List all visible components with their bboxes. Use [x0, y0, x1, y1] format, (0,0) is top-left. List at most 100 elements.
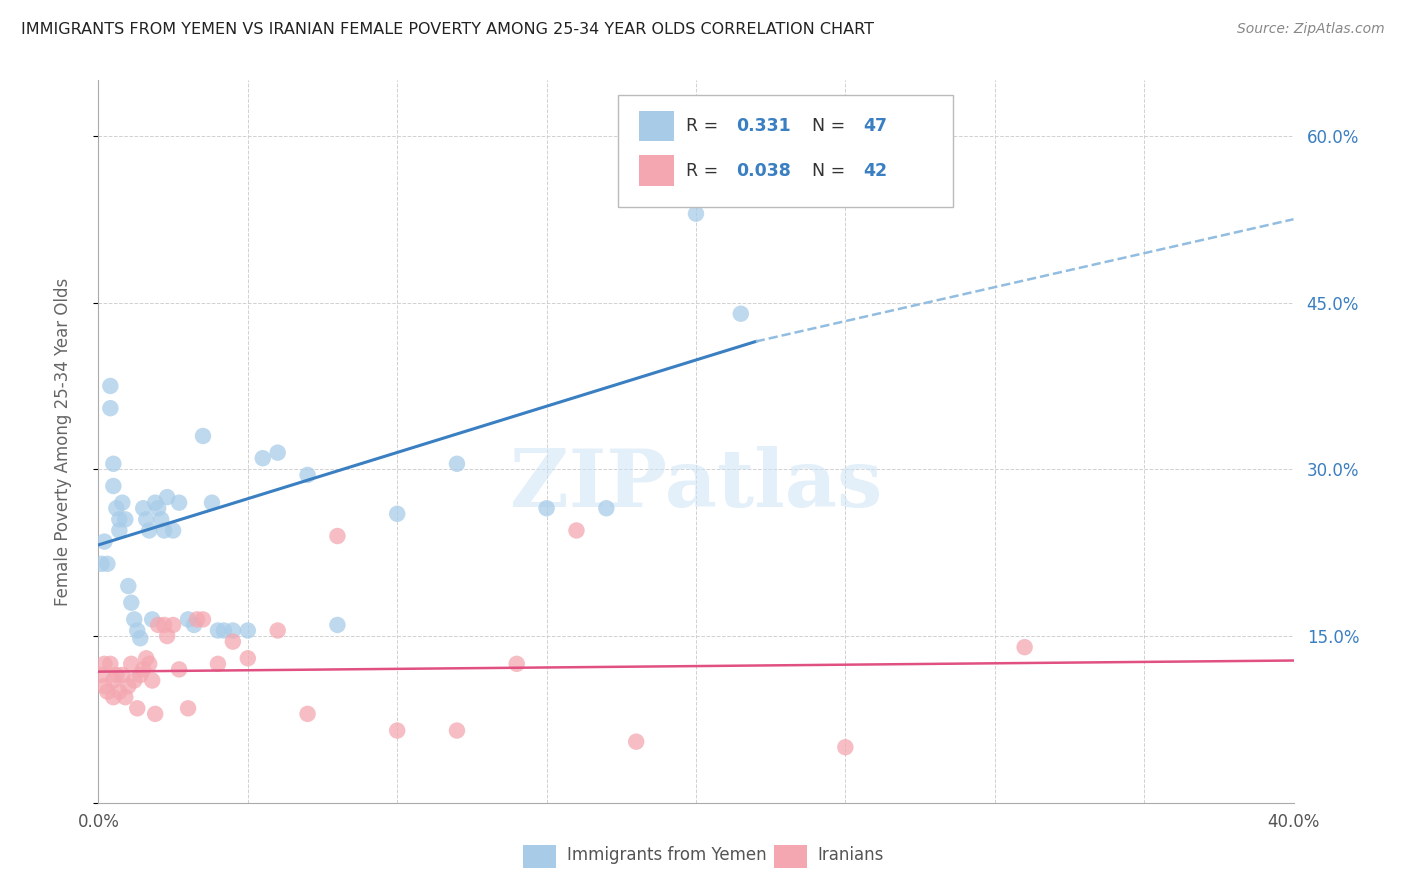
Point [108, 512, 131, 526]
Point [834, 740, 856, 755]
Point [730, 307, 752, 321]
Point [129, 668, 152, 682]
FancyBboxPatch shape [773, 845, 807, 868]
Point [96, 557, 118, 571]
Point [124, 673, 146, 688]
Point [162, 618, 184, 632]
FancyBboxPatch shape [619, 95, 953, 207]
Point [446, 723, 468, 738]
Text: N =: N = [811, 161, 851, 179]
Point [141, 673, 163, 688]
FancyBboxPatch shape [638, 111, 675, 141]
Point [127, 624, 149, 638]
Text: 0.331: 0.331 [737, 117, 792, 135]
Point [595, 501, 617, 516]
Text: Immigrants from Yemen: Immigrants from Yemen [567, 846, 766, 863]
Point [148, 501, 170, 516]
Point [90, 668, 112, 682]
Point [124, 612, 146, 626]
Point [626, 734, 648, 748]
Point [135, 512, 157, 526]
Point [135, 651, 157, 665]
Point [191, 612, 214, 626]
Point [536, 501, 558, 516]
Point [120, 596, 142, 610]
Point [114, 512, 136, 526]
Point [103, 479, 125, 493]
Y-axis label: Female Poverty Among 25-34 Year Olds: Female Poverty Among 25-34 Year Olds [53, 277, 72, 606]
Point [117, 679, 139, 693]
Point [105, 668, 128, 682]
Point [129, 632, 152, 646]
Point [385, 723, 409, 738]
Text: IMMIGRANTS FROM YEMEN VS IRANIAN FEMALE POVERTY AMONG 25-34 YEAR OLDS CORRELATIO: IMMIGRANTS FROM YEMEN VS IRANIAN FEMALE … [21, 22, 875, 37]
Text: 42: 42 [863, 161, 887, 179]
Point [222, 634, 245, 648]
Point [655, 128, 678, 143]
Point [120, 657, 142, 671]
Point [156, 490, 179, 504]
Point [236, 624, 259, 638]
Point [297, 706, 319, 721]
Text: N =: N = [811, 117, 851, 135]
Point [132, 501, 155, 516]
Point [98, 657, 122, 671]
Point [111, 496, 134, 510]
Point [201, 496, 224, 510]
Text: Iranians: Iranians [818, 846, 884, 863]
Point [167, 496, 190, 510]
Point [93, 534, 115, 549]
Text: Source: ZipAtlas.com: Source: ZipAtlas.com [1237, 22, 1385, 37]
Point [114, 690, 136, 705]
Text: R =: R = [686, 161, 724, 179]
Point [252, 451, 274, 466]
Point [143, 706, 166, 721]
Point [183, 618, 205, 632]
Text: ZIPatlas: ZIPatlas [510, 446, 882, 524]
Point [93, 679, 115, 693]
Point [108, 684, 131, 698]
Point [177, 612, 200, 626]
Point [156, 629, 179, 643]
Point [506, 657, 529, 671]
Point [207, 624, 229, 638]
Point [141, 612, 163, 626]
Point [326, 618, 349, 632]
Point [111, 668, 134, 682]
Point [326, 529, 349, 543]
Text: R =: R = [686, 117, 724, 135]
Point [222, 624, 245, 638]
Point [186, 612, 208, 626]
Point [96, 684, 118, 698]
Point [1014, 640, 1036, 655]
Point [132, 662, 155, 676]
Point [267, 624, 290, 638]
Point [236, 651, 259, 665]
Point [117, 579, 139, 593]
Point [153, 618, 176, 632]
Point [153, 524, 176, 538]
Point [446, 457, 468, 471]
Point [143, 496, 166, 510]
Point [103, 690, 125, 705]
Point [138, 524, 160, 538]
Point [565, 524, 588, 538]
Point [103, 457, 125, 471]
Point [191, 429, 214, 443]
Text: 0.038: 0.038 [737, 161, 792, 179]
Point [98, 379, 122, 393]
Point [93, 657, 115, 671]
Point [297, 467, 319, 482]
Point [127, 701, 149, 715]
FancyBboxPatch shape [523, 845, 557, 868]
Point [212, 624, 235, 638]
Point [385, 507, 409, 521]
Point [103, 673, 125, 688]
Point [167, 662, 190, 676]
Point [207, 657, 229, 671]
Point [98, 401, 122, 416]
Point [177, 701, 200, 715]
Point [148, 618, 170, 632]
Point [162, 524, 184, 538]
Point [267, 445, 290, 459]
